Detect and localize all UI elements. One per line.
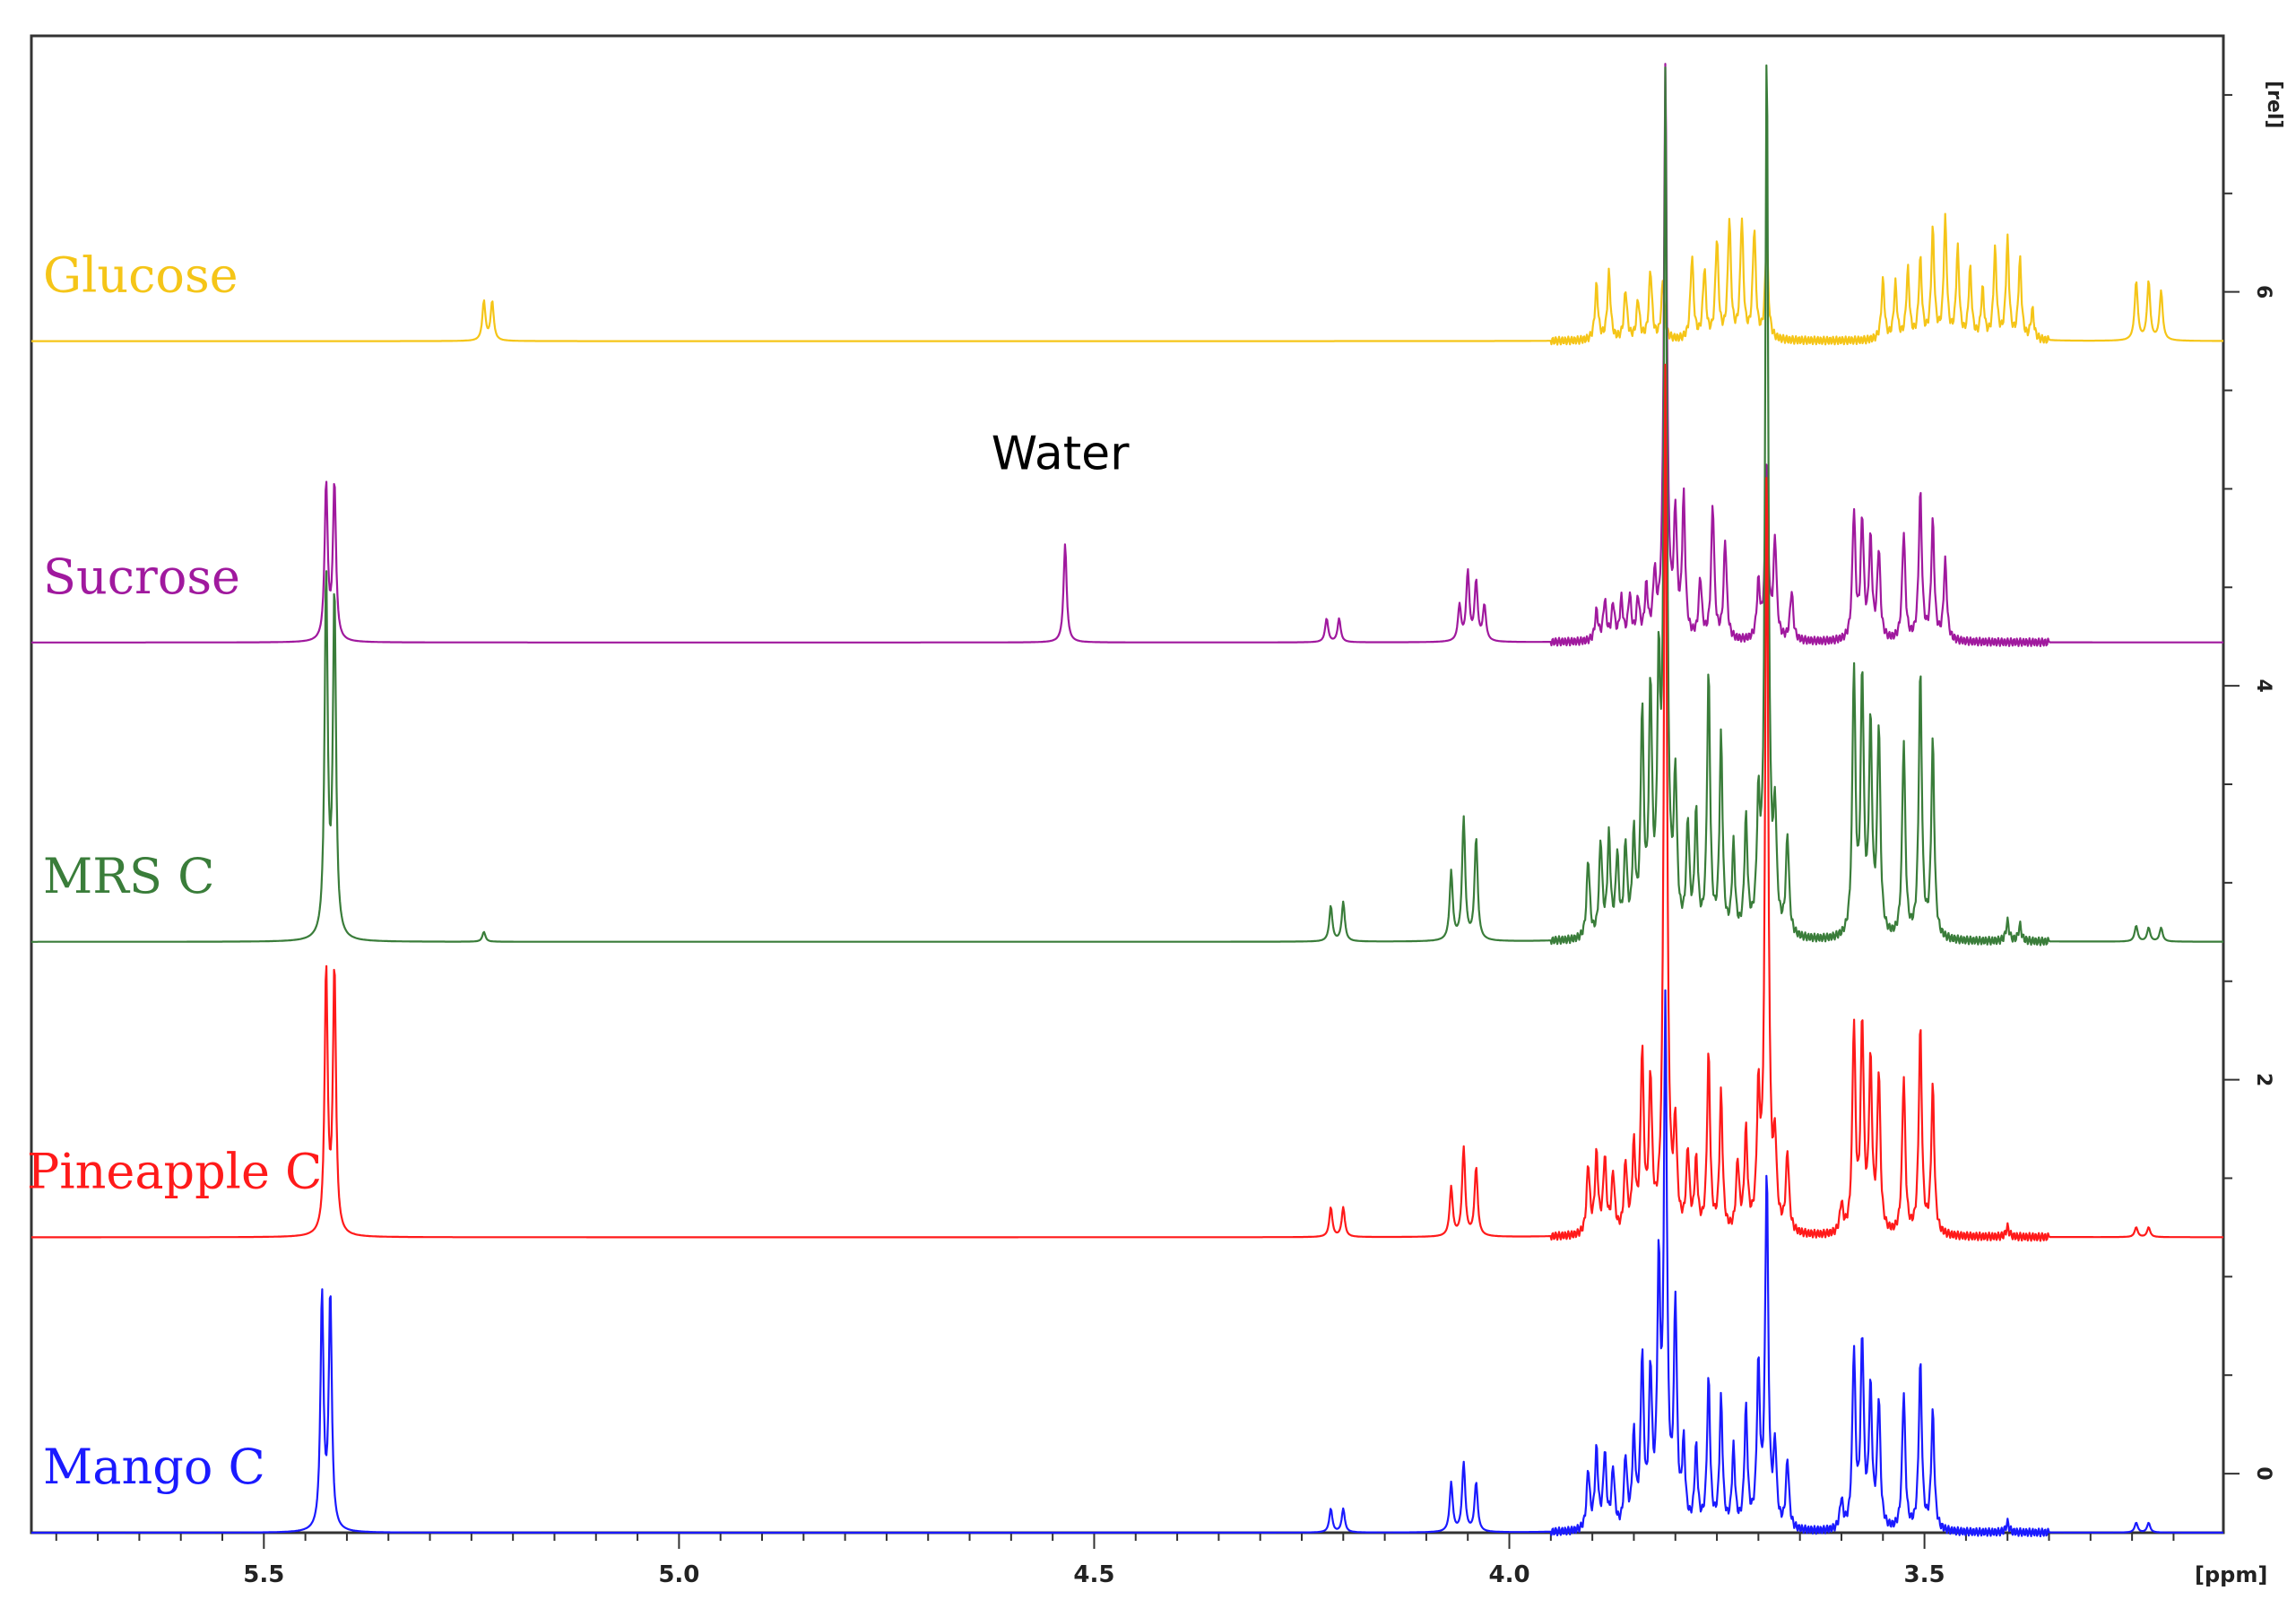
x-tick-label: 5.5: [243, 1561, 284, 1588]
series-label: Mango C: [43, 1439, 265, 1495]
series-label: Pineapple C: [27, 1143, 322, 1199]
plot-frame: [30, 34, 2225, 1535]
series-line-pineapple-c: [30, 363, 2224, 1242]
series-labels: Glucose Sucrose MRS C Pineapple C Mango C: [27, 247, 322, 1495]
y-tick-label: 4: [2252, 679, 2274, 692]
y-axis: 0 2 4 6: [2223, 93, 2274, 1481]
series-label: MRS C: [43, 848, 214, 904]
series-line-sucrose: [30, 63, 2224, 647]
x-tick-label: 4.0: [1488, 1561, 1529, 1588]
y-axis-label: [rel]: [2263, 81, 2285, 128]
series-line-mango-c: [30, 989, 2224, 1538]
x-tick-label: 3.5: [1904, 1561, 1945, 1588]
spectra: [30, 63, 2224, 1538]
series-line-glucose: [30, 212, 2224, 346]
annotations: Water: [992, 427, 1130, 480]
y-tick-label: 6: [2252, 285, 2274, 298]
x-tick-label: 4.5: [1073, 1561, 1114, 1588]
series-label: Glucose: [43, 247, 238, 304]
y-tick-label: 0: [2252, 1466, 2274, 1480]
x-axis: 5.5 5.0 4.5 4.0 3.5: [55, 1533, 2175, 1588]
y-tick-label: 2: [2252, 1073, 2274, 1086]
series-label: Sucrose: [43, 549, 240, 605]
x-tick-label: 5.0: [658, 1561, 699, 1588]
x-axis-label: [ppm]: [2195, 1562, 2267, 1587]
series-line-mrs-c: [30, 64, 2224, 947]
annotation-water: Water: [992, 427, 1130, 480]
